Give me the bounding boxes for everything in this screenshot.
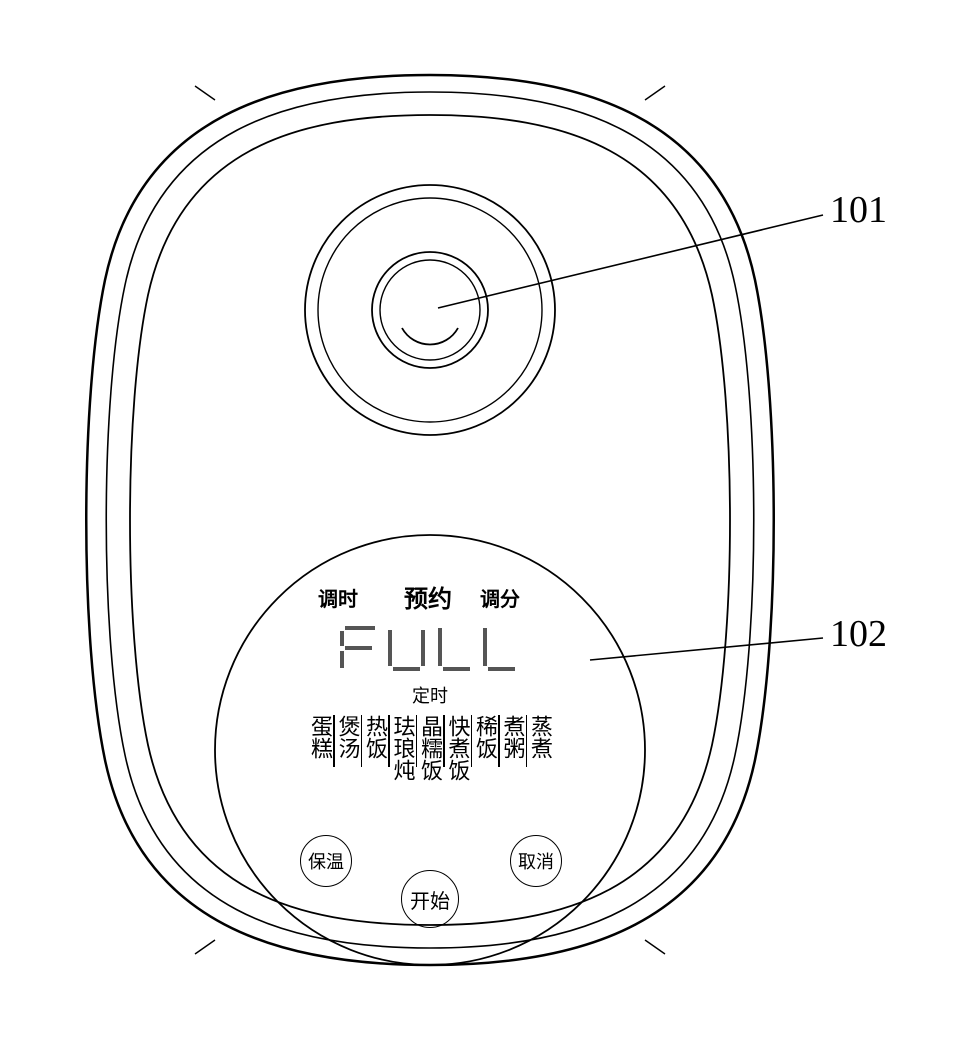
diagram-svg	[20, 20, 961, 1020]
mode-steam: 蒸煮	[527, 715, 553, 759]
mode-glutinous-rice: 晶糯饭	[417, 715, 443, 781]
keep-warm-label: 保温	[308, 848, 344, 874]
keep-warm-button[interactable]: 保温	[300, 835, 352, 887]
start-label: 开始	[410, 885, 450, 914]
mode-soup: 煲汤	[335, 715, 361, 759]
callout-102: 102	[830, 612, 887, 656]
appliance-body	[86, 75, 774, 965]
cancel-label: 取消	[518, 848, 554, 874]
callout-101: 101	[830, 188, 887, 232]
mode-quick-rice: 快煮饭	[445, 715, 471, 781]
start-button[interactable]: 开始	[401, 870, 459, 928]
steam-vent	[305, 185, 555, 435]
rice-cooker-diagram: 101 102 调时 预约 调分	[20, 20, 961, 1020]
mode-porridge: 煮粥	[500, 715, 526, 759]
seven-segment-full	[330, 620, 530, 676]
preset-label: 预约	[404, 579, 452, 614]
mode-enamel-stew: 珐琅炖	[390, 715, 416, 781]
cancel-button[interactable]: 取消	[510, 835, 562, 887]
mode-congee: 稀饭	[472, 715, 498, 759]
timer-label: 定时	[412, 682, 448, 708]
mode-reheat: 热饭	[362, 715, 388, 759]
cooking-mode-menu: 蛋糕 煲汤 热饭 珐琅炖 晶糯饭 快煮饭 稀饭 煮粥 蒸煮	[235, 715, 625, 795]
adjust-hour-label: 调时	[318, 583, 358, 612]
adjust-min-label: 调分	[480, 583, 520, 612]
mode-cake: 蛋糕	[307, 715, 333, 759]
